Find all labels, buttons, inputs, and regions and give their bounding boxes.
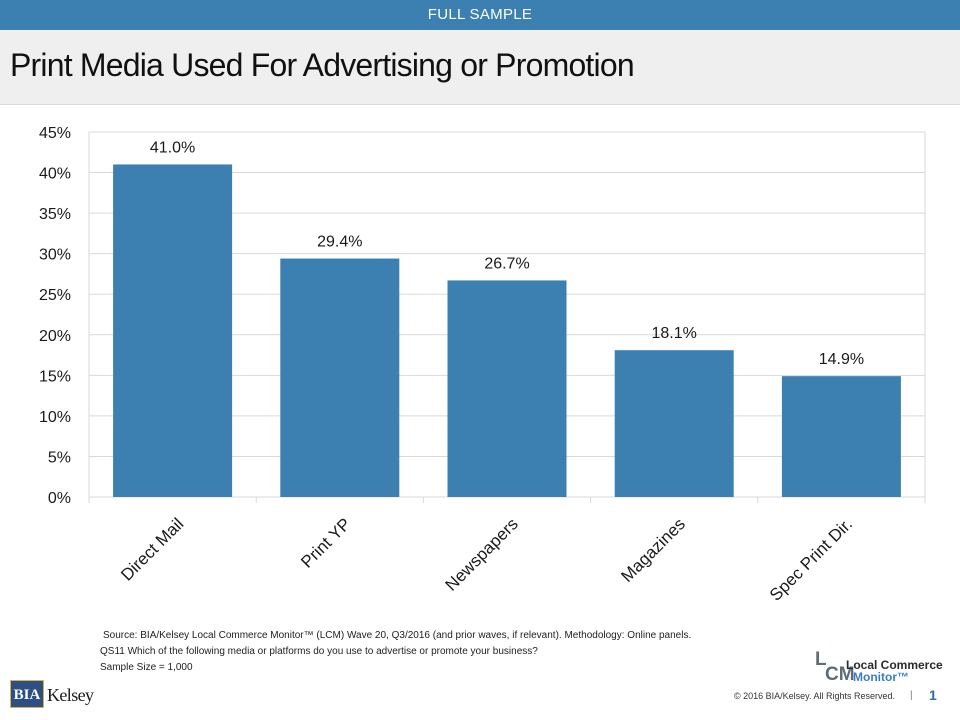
data-label: 41.0% [150, 139, 195, 156]
lcm-logo-line-2: Monitor™ [853, 670, 909, 684]
bar [447, 280, 567, 497]
bia-logo-word: Kelsey [47, 685, 94, 705]
x-tick-label: Magazines [617, 514, 689, 586]
page-number: 1 [929, 687, 937, 703]
bar [614, 350, 734, 497]
bar-chart: 0% 5% 10% 15% 20% 25% 30% 35% 40% 45% 41.0% Direct … [39, 125, 926, 605]
lcm-logo: L CM Local Commerce Monitor™ [815, 650, 950, 686]
x-tick-label: Direct Mail [117, 514, 187, 584]
banner-label: FULL SAMPLE [427, 6, 533, 23]
data-label: 14.9% [819, 351, 864, 368]
y-tick-label: 15% [39, 368, 71, 385]
y-tick-label: 35% [39, 206, 71, 223]
x-tick-label: Print YP [297, 514, 354, 571]
bia-logo-mark: BIA [10, 680, 44, 708]
data-label: 18.1% [652, 325, 697, 342]
title-band: Print Media Used For Advertising or Prom… [0, 30, 960, 105]
bar [781, 376, 901, 497]
x-tick-label: Spec Print Dir. [766, 514, 856, 604]
y-tick-label: 20% [39, 328, 71, 345]
y-tick-label: 0% [48, 490, 71, 507]
y-tick-label: 40% [39, 166, 71, 183]
chart-notes: Source: BIA/Kelsey Local Commerce Monito… [100, 628, 691, 676]
page-title: Print Media Used For Advertising or Prom… [10, 47, 635, 83]
y-tick-label: 10% [39, 409, 71, 426]
footer-separator: | [910, 690, 913, 701]
y-tick-label: 30% [39, 247, 71, 264]
bar [113, 164, 233, 497]
data-label: 26.7% [484, 255, 529, 272]
lcm-logo-letter-l: L [815, 649, 827, 670]
y-tick-label: 45% [39, 125, 71, 142]
lcm-logo-line-1: Local Commerce [846, 658, 943, 672]
section-banner: FULL SAMPLE [0, 0, 960, 30]
question-note: QS11 Which of the following media or pla… [100, 646, 538, 657]
x-tick-label: Newspapers [442, 514, 522, 594]
copyright-text: © 2016 BIA/Kelsey. All Rights Reserved. [734, 691, 896, 701]
source-note: Source: BIA/Kelsey Local Commerce Monito… [103, 630, 692, 641]
y-tick-label: 5% [48, 449, 71, 466]
bar [280, 258, 400, 497]
sample-size-note: Sample Size = 1,000 [100, 662, 193, 673]
data-label: 29.4% [317, 234, 362, 251]
lcm-logo-letters-cm: CM [825, 664, 855, 685]
y-tick-label: 25% [39, 287, 71, 304]
bia-kelsey-logo: BIA Kelsey [10, 680, 94, 708]
